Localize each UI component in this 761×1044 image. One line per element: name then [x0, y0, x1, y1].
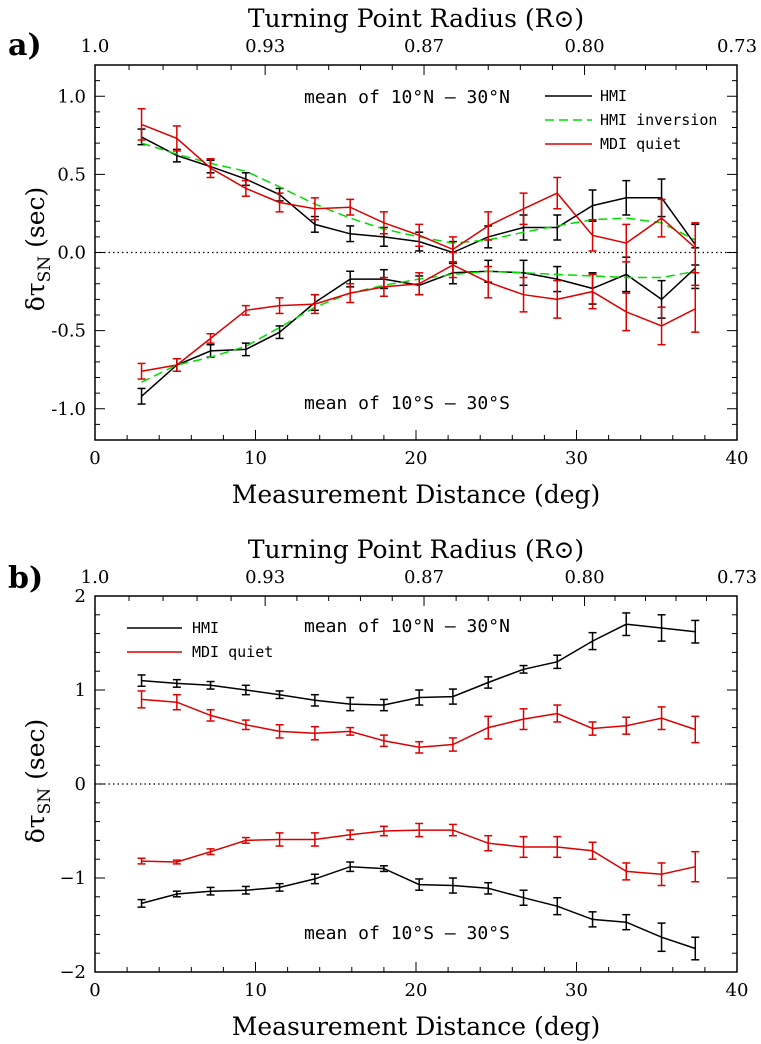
x-tick-label: 20 [405, 448, 428, 469]
panel-a: a) Turning Point Radius (R⊙) Measurement… [8, 4, 757, 509]
top-tick-label: 0.80 [564, 36, 604, 57]
legend-label: HMI inversion [600, 111, 717, 129]
series-mdi-quiet-south [137, 251, 700, 380]
annotation-north: mean of 10°N – 30°N [304, 616, 510, 637]
top-tick-label: 0.87 [404, 567, 444, 588]
x-axis-title: Measurement Distance (deg) [232, 1012, 601, 1041]
plot-area [95, 612, 737, 961]
legend-label: MDI quiet [600, 135, 681, 153]
x-tick-label: 10 [244, 448, 267, 469]
x-tick-label: 30 [565, 980, 588, 1001]
y-tick-label: -0.5 [51, 321, 86, 342]
y-tick-label: −2 [59, 962, 86, 983]
series-mdi-quiet-north [137, 690, 700, 754]
series-hmi-south [137, 861, 700, 961]
x-axis-title: Measurement Distance (deg) [232, 480, 601, 509]
y-tick-label: 0.5 [57, 164, 86, 185]
x-tick-label: 40 [726, 980, 749, 1001]
top-tick-label: 1.0 [81, 36, 110, 57]
top-tick-label: 0.80 [564, 567, 604, 588]
annotation-south: mean of 10°S – 30°S [304, 923, 510, 944]
y-tick-label: 2 [75, 586, 86, 607]
series-mdi-quiet-south [137, 822, 700, 887]
top-tick-label: 0.93 [245, 36, 285, 57]
legend: HMI MDI quiet [127, 619, 273, 661]
legend-label: MDI quiet [192, 643, 273, 661]
y-tick-label: −1 [59, 868, 86, 889]
panel-label: b) [8, 561, 43, 596]
y-tick-label: 0.0 [57, 243, 86, 264]
series-mdi-quiet-north [137, 108, 700, 274]
x-tick-label: 10 [244, 980, 267, 1001]
x-tick-label: 0 [89, 448, 100, 469]
plot-area [95, 108, 737, 405]
y-tick-label: -1.0 [51, 399, 86, 420]
x-tick-label: 0 [89, 980, 100, 1001]
top-tick-label: 0.87 [404, 36, 444, 57]
panel-b: b) Turning Point Radius (R⊙) Measurement… [8, 535, 757, 1041]
legend-label: HMI [600, 87, 627, 105]
top-tick-label: 0.73 [717, 36, 757, 57]
top-axis-title: Turning Point Radius (R⊙) [248, 535, 584, 564]
x-tick-label: 30 [565, 448, 588, 469]
annotation-south: mean of 10°S – 30°S [304, 393, 510, 414]
y-tick-label: 1 [75, 680, 86, 701]
y-tick-label: 1.0 [57, 86, 86, 107]
y-axis-title: δτSN (sec) [21, 719, 55, 844]
y-tick-label: 0 [75, 774, 86, 795]
legend: HMI HMI inversion MDI quiet [545, 87, 717, 153]
x-tick-label: 40 [726, 448, 749, 469]
x-tick-label: 20 [405, 980, 428, 1001]
top-tick-label: 0.73 [717, 567, 757, 588]
series-hmi-north [137, 612, 700, 712]
top-axis-title: Turning Point Radius (R⊙) [248, 4, 584, 33]
legend-label: HMI [192, 619, 219, 637]
y-axis-title: δτSN (sec) [21, 187, 55, 312]
panel-label: a) [8, 28, 42, 63]
top-tick-label: 0.93 [245, 567, 285, 588]
top-tick-label: 1.0 [81, 567, 110, 588]
annotation-north: mean of 10°N – 30°N [304, 87, 510, 108]
